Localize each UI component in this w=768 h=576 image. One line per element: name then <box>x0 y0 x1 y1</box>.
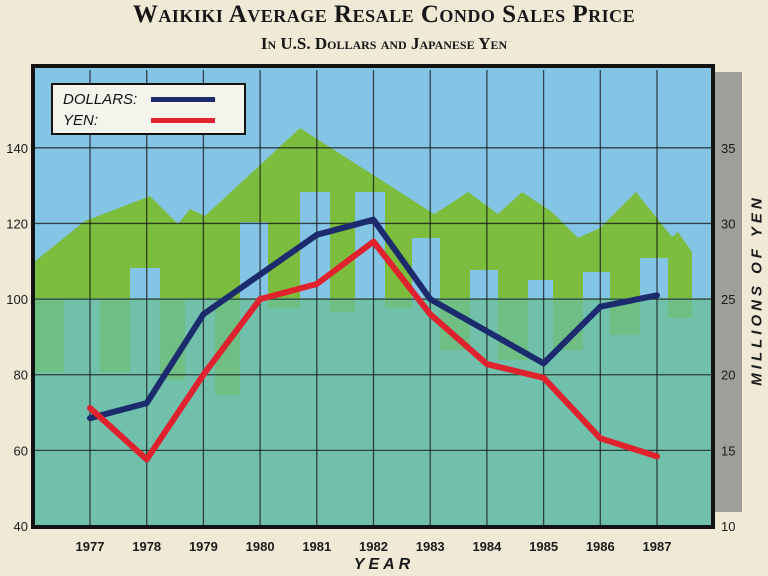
y-tick-label-left: 100 <box>6 292 28 307</box>
x-tick-label: 1983 <box>416 539 445 554</box>
series-layer <box>87 216 660 463</box>
y-tick-label-right: 15 <box>721 443 735 458</box>
grid <box>34 70 712 526</box>
right-axis-panel <box>712 72 742 512</box>
x-tick-label: 1979 <box>189 539 218 554</box>
y-tick-label-left: 60 <box>14 443 28 458</box>
y-tick-label-left: 120 <box>6 216 28 231</box>
right-axis-label: MILLIONS OF YEN <box>748 194 766 386</box>
legend-swatch-yen <box>151 117 215 123</box>
x-tick-label: 1984 <box>472 539 502 554</box>
legend-swatch-dollars <box>151 96 215 102</box>
y-tick-label-left: 140 <box>6 141 28 156</box>
x-tick-label: 1982 <box>359 539 388 554</box>
y-tick-label-left: 80 <box>14 368 28 383</box>
y-tick-label-right: 10 <box>721 519 735 534</box>
x-tick-label: 1985 <box>529 539 558 554</box>
chart-title: Waikiki Average Resale Condo Sales Price <box>132 1 636 28</box>
plot-frame <box>31 64 715 529</box>
x-tick-label: 1981 <box>302 539 331 554</box>
x-axis: 1977 1978 1979 1980 1981 1982 1983 1984 1985 1986… <box>76 539 672 554</box>
series-line-yen <box>87 238 660 463</box>
x-tick-label: 1977 <box>76 539 105 554</box>
series-line-dollars <box>87 216 660 422</box>
legend-label-yen: YEN: <box>63 111 99 129</box>
legend-item-dollars: DOLLARS: <box>63 89 215 109</box>
legend-item-yen: YEN: <box>63 110 215 130</box>
y-tick-label-right: 20 <box>721 368 735 383</box>
x-tick-label: 1986 <box>586 539 615 554</box>
y-tick-label-left: 40 <box>14 519 28 534</box>
y-tick-label-right: 35 <box>721 141 735 156</box>
x-tick-label: 1978 <box>132 539 161 554</box>
right-axis: 10 15 20 25 30 35 <box>721 141 735 534</box>
x-tick-label: 1980 <box>246 539 275 554</box>
x-axis-label: YEAR <box>353 556 415 573</box>
left-axis: 40 60 80 100 120 140 <box>6 141 28 534</box>
legend-label-dollars: DOLLARS: <box>63 90 138 108</box>
y-tick-label-right: 25 <box>721 292 735 307</box>
legend: DOLLARS: YEN: <box>51 83 246 135</box>
chart-subtitle: In U.S. Dollars and Japanese Yen <box>260 34 508 53</box>
y-tick-label-right: 30 <box>721 216 735 231</box>
x-tick-label: 1987 <box>643 539 672 554</box>
